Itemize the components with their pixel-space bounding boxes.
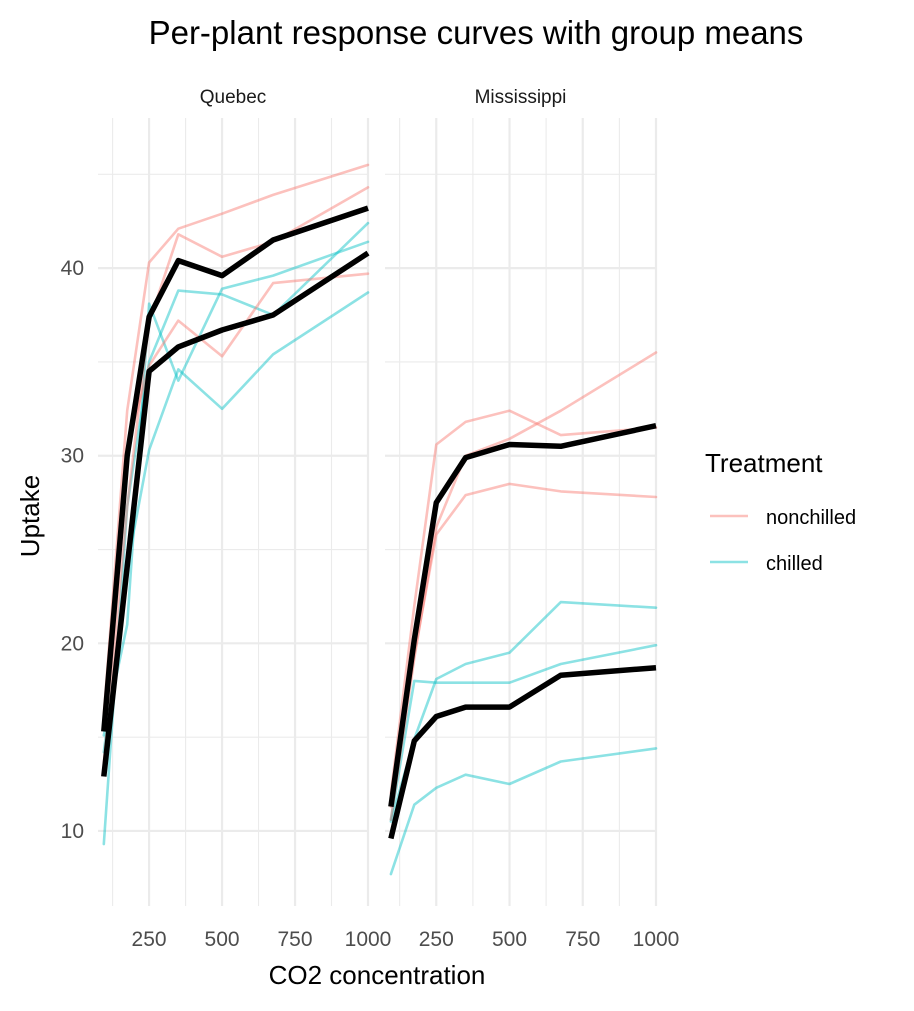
legend-label-nonchilled: nonchilled [766, 507, 856, 529]
panel-strip-label: Quebec [200, 87, 267, 108]
legend: Treatment nonchilled chilled [705, 448, 856, 575]
y-tick-label: 30 [61, 445, 84, 468]
x-tick-label: 500 [492, 928, 527, 951]
panel-grid [385, 118, 658, 906]
panel-x-tick-labels: 250 500 750 1000 [132, 928, 392, 951]
legend-title: Treatment [705, 448, 823, 478]
plant-line-nonchilled [389, 351, 658, 822]
y-tick-label: 20 [61, 632, 84, 655]
plant-line-chilled [102, 221, 370, 846]
x-tick-label: 750 [565, 928, 600, 951]
plant-line-nonchilled [389, 409, 658, 795]
plant-line-chilled [389, 643, 658, 822]
mean-line-chilled [101, 250, 370, 777]
x-tick-label: 500 [205, 928, 240, 951]
x-tick-label: 750 [278, 928, 313, 951]
panel-x-tick-labels: 250 500 750 1000 [419, 928, 680, 951]
plant-line-nonchilled [102, 163, 370, 716]
y-tick-label: 10 [61, 820, 84, 843]
y-axis-title: Uptake [15, 475, 45, 557]
mean-line-nonchilled [101, 205, 369, 732]
legend-label-chilled: chilled [766, 553, 823, 575]
y-tick-labels: 10 20 30 40 [61, 257, 84, 843]
panel-lines [388, 351, 658, 876]
panel-grid [98, 118, 370, 906]
mean-line-nonchilled [388, 423, 657, 807]
plant-line-chilled [102, 240, 370, 737]
plant-line-chilled [389, 747, 658, 876]
x-tick-label: 1000 [633, 928, 680, 951]
x-tick-label: 250 [419, 928, 454, 951]
x-axis-title: CO2 concentration [269, 960, 486, 990]
plant-line-chilled [389, 600, 658, 823]
mean-line-chilled [388, 664, 657, 840]
y-tick-label: 40 [61, 257, 84, 280]
panel-quebec: Quebec 250 500 750 1000 [98, 87, 391, 951]
x-tick-label: 250 [132, 928, 167, 951]
x-tick-label: 1000 [345, 928, 392, 951]
panel-strip-label: Mississippi [475, 87, 567, 108]
panel-lines [101, 163, 370, 846]
panel-mississippi: Mississippi 250 500 750 1000 [385, 87, 679, 951]
chart-title: Per-plant response curves with group mea… [149, 14, 804, 51]
